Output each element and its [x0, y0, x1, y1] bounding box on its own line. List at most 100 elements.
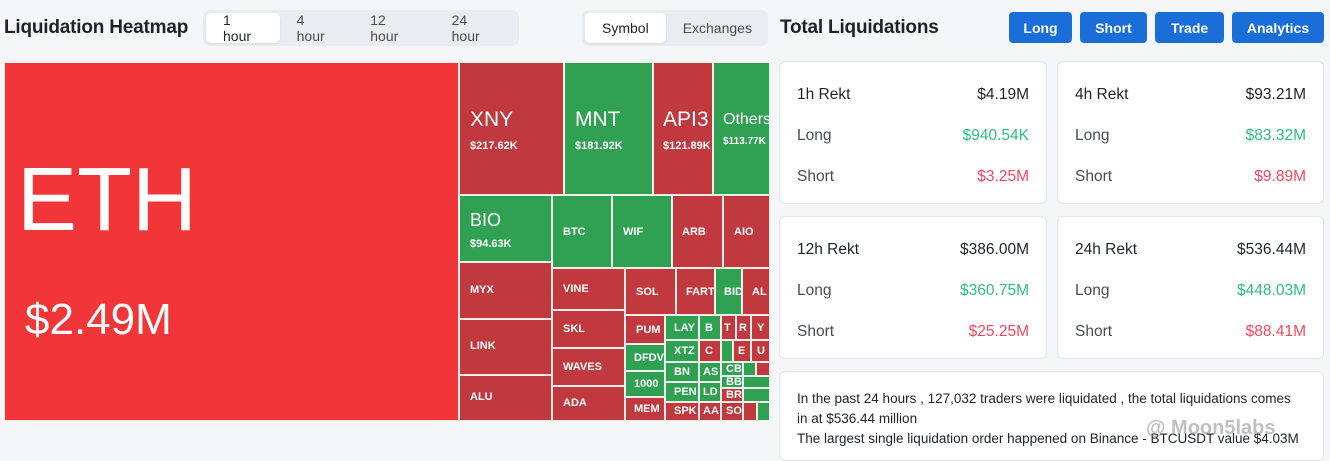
tile-symbol: ADA	[563, 397, 587, 409]
summary-line-1: In the past 24 hours , 127,032 traders w…	[797, 391, 1291, 406]
tile-symbol: U	[757, 345, 765, 357]
tile-symbol: AL	[752, 286, 767, 298]
tile-value: $94.63K	[470, 238, 512, 250]
tile-symbol: XTZ	[674, 345, 695, 357]
tile-bio[interactable]: BIO $94.63K	[459, 195, 552, 262]
long-amount: $83.32M	[1245, 127, 1306, 144]
tile-symbol: PUM	[636, 324, 661, 336]
tile-symbol: SKL	[563, 323, 585, 335]
tile-ada[interactable]: ADA	[552, 386, 625, 421]
tile-btc[interactable]: BTC	[552, 195, 612, 268]
trade-button[interactable]: Trade	[1155, 12, 1224, 43]
tile-alu[interactable]: ALU	[459, 375, 552, 421]
tile-as[interactable]: AS	[699, 362, 721, 382]
card-total: $536.44M	[1237, 241, 1306, 258]
tile-y[interactable]: Y	[751, 315, 770, 340]
analytics-button[interactable]: Analytics	[1232, 12, 1324, 43]
tile-value: $181.92K	[575, 140, 623, 152]
tab-4-hour[interactable]: 4 hour	[296, 12, 325, 44]
tile-symbol: BN	[674, 366, 690, 378]
long-button[interactable]: Long	[1009, 12, 1072, 43]
tile-api3[interactable]: API3 $121.89K	[653, 62, 713, 195]
tile-u[interactable]: U	[751, 340, 770, 362]
time-range-tabs: 1 hour 4 hour 12 hour 24 hour	[203, 10, 519, 46]
tile-waves[interactable]: WAVES	[552, 348, 625, 386]
tile-symbol: LAY	[674, 322, 695, 334]
tile-symbol: ETH	[17, 150, 197, 250]
tile-green-small[interactable]	[721, 340, 733, 362]
tab-12-hour[interactable]: 12 hour	[370, 12, 399, 44]
tile-link[interactable]: LINK	[459, 319, 552, 375]
short-label: Short	[1075, 323, 1113, 340]
tile-aa[interactable]: AA	[699, 402, 721, 421]
short-button[interactable]: Short	[1080, 12, 1147, 43]
tile-symbol: WIF	[623, 226, 644, 238]
tile-green-tiny[interactable]	[743, 362, 756, 376]
tile-value: $113.77K	[723, 136, 766, 147]
tile-red-tiny-2[interactable]	[743, 402, 757, 421]
tile-symbol: R	[739, 322, 747, 334]
tile-xny[interactable]: XNY $217.62K	[459, 62, 564, 195]
card-total: $4.19M	[977, 86, 1029, 103]
tile-c[interactable]: C	[699, 340, 721, 362]
tile-bid[interactable]: BID	[715, 268, 742, 315]
tab-exchanges[interactable]: Exchanges	[682, 20, 752, 36]
tile-xtz[interactable]: XTZ	[665, 340, 699, 362]
tile-ld[interactable]: LD	[699, 382, 721, 402]
card-total: $386.00M	[960, 241, 1029, 258]
tile-t[interactable]: T	[721, 315, 736, 340]
tile-mnt[interactable]: MNT $181.92K	[564, 62, 653, 195]
card-period: 4h Rekt	[1075, 86, 1129, 103]
long-label: Long	[1075, 282, 1110, 299]
tile-lay[interactable]: LAY	[665, 315, 699, 340]
card-period: 24h Rekt	[1075, 241, 1138, 258]
tile-eth[interactable]: ETH $2.49M	[4, 62, 459, 421]
tile-al[interactable]: AL	[742, 268, 770, 315]
tile-green-tiny-2[interactable]	[743, 376, 770, 388]
tile-value: $2.49M	[25, 295, 172, 344]
heatmap-header: Liquidation Heatmap 1 hour 4 hour 12 hou…	[0, 0, 770, 58]
tile-myx[interactable]: MYX	[459, 262, 552, 319]
liquidation-heatmap: ETH $2.49M XNY $217.62K MNT $181.92K API…	[4, 62, 770, 421]
short-amount: $88.41M	[1245, 323, 1306, 340]
tile-spk[interactable]: SPK	[665, 402, 699, 421]
tile-green-tiny-3[interactable]	[743, 388, 770, 402]
tile-symbol: LINK	[470, 340, 496, 352]
long-amount: $940.54K	[962, 127, 1029, 144]
tile-skl[interactable]: SKL	[552, 310, 625, 348]
tile-mem[interactable]: MEM	[625, 397, 665, 421]
tile-bn[interactable]: BN	[665, 362, 699, 382]
liquidation-summary: In the past 24 hours , 127,032 traders w…	[779, 371, 1324, 461]
tile-aio[interactable]: AIO	[723, 195, 770, 268]
tile-red-tiny[interactable]	[756, 362, 770, 376]
tile-br[interactable]: BR	[721, 388, 743, 402]
tile-dfdv[interactable]: DFDV	[625, 344, 665, 371]
tile-symbol: API3	[663, 108, 709, 131]
tile-symbol: SO	[726, 405, 742, 417]
summary-line-3: The largest single liquidation order hap…	[797, 431, 1299, 446]
tab-symbol[interactable]: Symbol	[585, 13, 666, 43]
tile-fart[interactable]: FART	[676, 268, 715, 315]
totals-title: Total Liquidations	[780, 17, 939, 38]
tile-cb[interactable]: CB	[721, 362, 743, 376]
tile-1000[interactable]: 1000	[625, 371, 665, 397]
tile-vine[interactable]: VINE	[552, 268, 625, 310]
tile-r[interactable]: R	[736, 315, 751, 340]
tile-green-tiny-4[interactable]	[757, 402, 770, 421]
tile-pum[interactable]: PUM	[625, 315, 665, 344]
tile-b[interactable]: B	[699, 315, 721, 340]
tile-sol[interactable]: SOL	[625, 268, 676, 315]
tile-others[interactable]: Others $113.77K	[713, 62, 770, 195]
short-amount: $3.25M	[977, 168, 1029, 185]
tile-so[interactable]: SO	[721, 402, 743, 421]
tile-arb[interactable]: ARB	[672, 195, 723, 268]
tab-24-hour[interactable]: 24 hour	[451, 12, 480, 44]
tile-symbol: CB	[726, 363, 742, 375]
tile-symbol: Y	[757, 322, 765, 334]
tile-wif[interactable]: WIF	[612, 195, 672, 268]
tile-bb[interactable]: BB	[721, 376, 743, 388]
long-amount: $448.03M	[1237, 282, 1306, 299]
tab-1-hour[interactable]: 1 hour	[206, 12, 280, 44]
tile-e[interactable]: E	[733, 340, 751, 362]
tile-pen[interactable]: PEN	[665, 382, 699, 402]
